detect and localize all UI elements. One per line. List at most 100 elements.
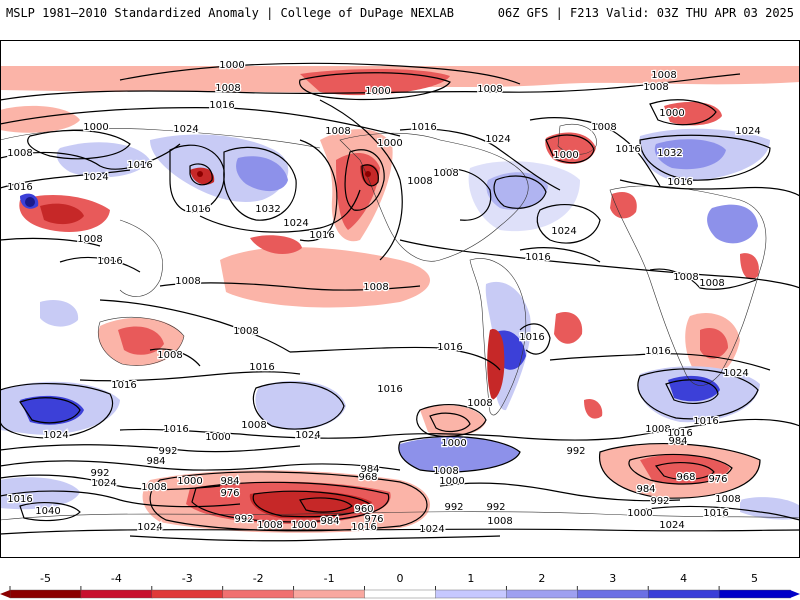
isobar-label: 1008 — [157, 350, 182, 361]
isobar-label: 1000 — [365, 86, 390, 97]
anomaly-region — [545, 132, 596, 164]
isobar — [493, 175, 547, 209]
isobar — [149, 471, 428, 532]
isobar — [399, 128, 561, 191]
isobar-label: 1008 — [643, 82, 668, 93]
anomaly-region — [700, 328, 728, 359]
anomaly-region — [0, 105, 80, 133]
isobar-label: 1008 — [645, 424, 670, 435]
colorbar-swatch — [718, 589, 791, 599]
isobar-label: 1008 — [141, 482, 166, 493]
colorbar-blocks — [0, 589, 800, 599]
isobar-label: 1016 — [185, 204, 210, 215]
isobar-label: 992 — [444, 502, 463, 513]
isobar-label: 1000 — [627, 508, 652, 519]
isobar-label: 1008 — [325, 126, 350, 137]
colorbar-swatch — [80, 589, 153, 599]
isobar-label: 1016 — [667, 177, 692, 188]
anomaly-region — [250, 235, 302, 254]
isobar-label: 1024 — [723, 368, 748, 379]
isobar — [649, 268, 757, 290]
isobar-label: 1008 — [467, 398, 492, 409]
isobar-label: 1024 — [91, 478, 116, 489]
isobar-label: 1024 — [735, 126, 760, 137]
coastline — [609, 185, 767, 386]
isobar-label: 1016 — [111, 380, 136, 391]
anomaly-region — [118, 326, 164, 355]
isobar — [519, 323, 551, 355]
colorbar-tick-label: -4 — [111, 572, 122, 585]
isobar-label: 1008 — [257, 520, 282, 531]
isobar-label: 984 — [636, 484, 655, 495]
isobar-label: 1016 — [127, 160, 152, 171]
isobar — [519, 247, 601, 263]
isobar — [129, 535, 501, 542]
isobar — [19, 397, 81, 424]
isobar-label: 1008 — [233, 326, 258, 337]
pressure-centers — [25, 171, 371, 207]
isobar — [299, 497, 353, 513]
colorbar: -5 -4 -3 -2 -1 0 1 2 3 4 5 — [0, 560, 800, 600]
isobar-label: 976 — [220, 488, 239, 499]
isobar-label: 1008 — [715, 494, 740, 505]
anomaly-region — [487, 328, 505, 400]
isobar-label: 1016 — [7, 494, 32, 505]
isobar-label: 992 — [234, 514, 253, 525]
isobar-label: 1008 — [487, 516, 512, 527]
anomaly-region — [20, 395, 84, 425]
colorbar-tick-label: -5 — [40, 572, 51, 585]
isobar — [639, 134, 771, 181]
coastline — [98, 316, 185, 366]
colorbar-right-arrow — [790, 590, 800, 598]
isobar — [159, 282, 421, 291]
anomaly-region — [610, 192, 637, 219]
isobar — [99, 299, 291, 353]
coastline — [0, 128, 321, 149]
isobar-label: 984 — [146, 456, 165, 467]
isobar-label: 1000 — [553, 150, 578, 161]
isobar-label: 1000 — [377, 138, 402, 149]
isobar-label: 1024 — [83, 172, 108, 183]
isobar-label: 1016 — [209, 100, 234, 111]
isobar-label: 1000 — [439, 476, 464, 487]
isobar — [79, 371, 301, 382]
isobar-label: 1024 — [283, 218, 308, 229]
isobar-label: 1024 — [295, 430, 320, 441]
isobar — [0, 474, 221, 491]
isobar-label: 960 — [354, 504, 373, 515]
colorbar-swatch — [9, 589, 82, 599]
isobar-label: 1008 — [591, 122, 616, 133]
isobar-label: 1008 — [433, 168, 458, 179]
isobar-label: 992 — [486, 502, 505, 513]
isobar — [0, 169, 131, 189]
isobar-label: 1008 — [673, 272, 698, 283]
isobar-label: 1000 — [291, 520, 316, 531]
isobar — [27, 129, 131, 160]
anomaly-region — [584, 398, 603, 419]
isobar — [344, 149, 385, 211]
colorbar-tick-label: 1 — [467, 572, 474, 585]
isobar-label: 1016 — [377, 384, 402, 395]
isobar — [252, 381, 345, 430]
isobar — [252, 490, 371, 518]
isobar-label: 1016 — [703, 508, 728, 519]
isobar-label: 1016 — [249, 362, 274, 373]
isobar-label: 1008 — [651, 70, 676, 81]
isobar — [0, 444, 301, 453]
isobar — [398, 435, 521, 473]
isobar — [0, 73, 741, 101]
isobar-label: 1008 — [241, 420, 266, 431]
isobar — [429, 412, 471, 433]
colorbar-tick-label: 2 — [538, 572, 545, 585]
colorbar-swatch — [435, 589, 508, 599]
isobar-label: 1000 — [219, 60, 244, 71]
isobar — [665, 379, 719, 404]
isobar — [439, 482, 681, 502]
anomaly-region — [190, 167, 215, 185]
isobar-label: 1016 — [309, 230, 334, 241]
isobar-label: 992 — [566, 446, 585, 457]
isobar — [416, 403, 487, 437]
isobar-label: 992 — [90, 468, 109, 479]
colorbar-swatch — [293, 589, 366, 599]
coastline — [469, 258, 527, 416]
